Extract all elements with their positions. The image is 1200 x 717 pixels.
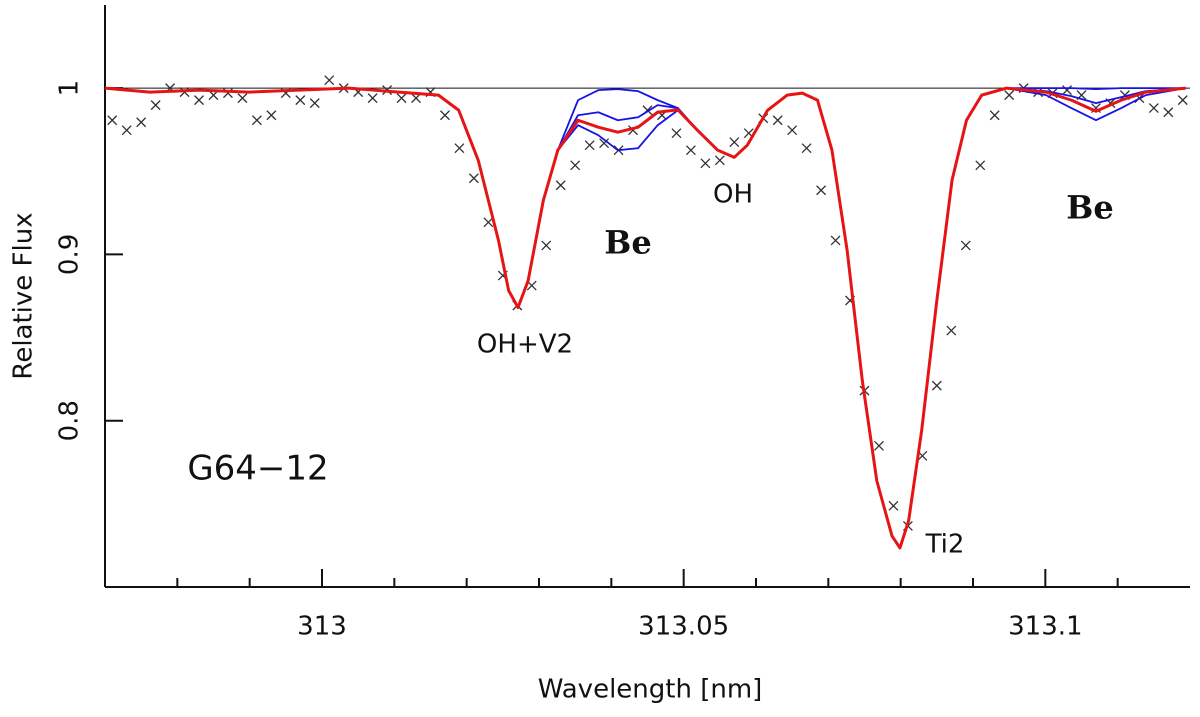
model-line bbox=[557, 87, 1186, 152]
data-point bbox=[975, 160, 986, 171]
data-point bbox=[671, 128, 682, 139]
data-point bbox=[801, 143, 812, 154]
data-point bbox=[931, 380, 942, 391]
data-point bbox=[251, 115, 262, 126]
data-point bbox=[324, 75, 335, 86]
data-point bbox=[1148, 103, 1159, 114]
data-point bbox=[454, 143, 465, 154]
annotation: Be bbox=[1066, 189, 1113, 227]
y-tick-label: 1 bbox=[55, 80, 85, 97]
data-point bbox=[309, 98, 320, 109]
data-point bbox=[1177, 95, 1188, 106]
data-point bbox=[1004, 90, 1015, 101]
data-point bbox=[685, 145, 696, 156]
data-point bbox=[570, 160, 581, 171]
y-tick-label: 0.8 bbox=[55, 400, 85, 441]
data-point bbox=[700, 158, 711, 169]
model-line bbox=[556, 87, 1186, 151]
x-tick-label: 313.1 bbox=[1008, 612, 1082, 642]
annotation: Be bbox=[604, 224, 651, 262]
data-point bbox=[555, 180, 566, 191]
data-point bbox=[1062, 85, 1072, 96]
data-point bbox=[946, 325, 957, 336]
y-axis-label: Relative Flux bbox=[9, 212, 39, 379]
data-point bbox=[1163, 107, 1174, 118]
data-point bbox=[468, 173, 479, 184]
data-point bbox=[107, 115, 118, 126]
data-point bbox=[787, 125, 798, 136]
data-point bbox=[584, 140, 595, 151]
annotation: Ti2 bbox=[925, 530, 965, 560]
data-point bbox=[816, 185, 827, 196]
data-point bbox=[714, 155, 725, 166]
data-point bbox=[483, 217, 494, 228]
annotation: OH+V2 bbox=[477, 330, 573, 360]
data-point bbox=[237, 93, 248, 104]
data-point bbox=[136, 117, 147, 128]
data-point bbox=[772, 115, 783, 126]
data-point bbox=[295, 95, 306, 106]
data-point bbox=[266, 110, 277, 121]
x-tick-label: 313.05 bbox=[638, 612, 729, 642]
data-point bbox=[874, 440, 884, 451]
data-point bbox=[989, 110, 1000, 121]
model-line bbox=[104, 86, 1186, 550]
x-axis-label: Wavelength [nm] bbox=[538, 675, 763, 705]
data-point bbox=[960, 240, 971, 251]
data-point bbox=[830, 235, 841, 246]
annotation: G64−12 bbox=[187, 449, 328, 489]
data-point bbox=[729, 137, 740, 148]
data-point bbox=[150, 100, 161, 111]
data-point bbox=[541, 240, 552, 251]
y-tick-label: 0.9 bbox=[55, 234, 85, 275]
data-point bbox=[367, 93, 378, 104]
annotation: OH bbox=[713, 180, 753, 210]
data-point bbox=[121, 125, 132, 136]
data-point bbox=[599, 138, 610, 149]
data-point bbox=[440, 110, 450, 121]
data-point bbox=[888, 500, 899, 511]
data-point bbox=[194, 95, 204, 106]
data-point bbox=[396, 93, 407, 104]
x-tick-label: 313 bbox=[297, 612, 347, 642]
